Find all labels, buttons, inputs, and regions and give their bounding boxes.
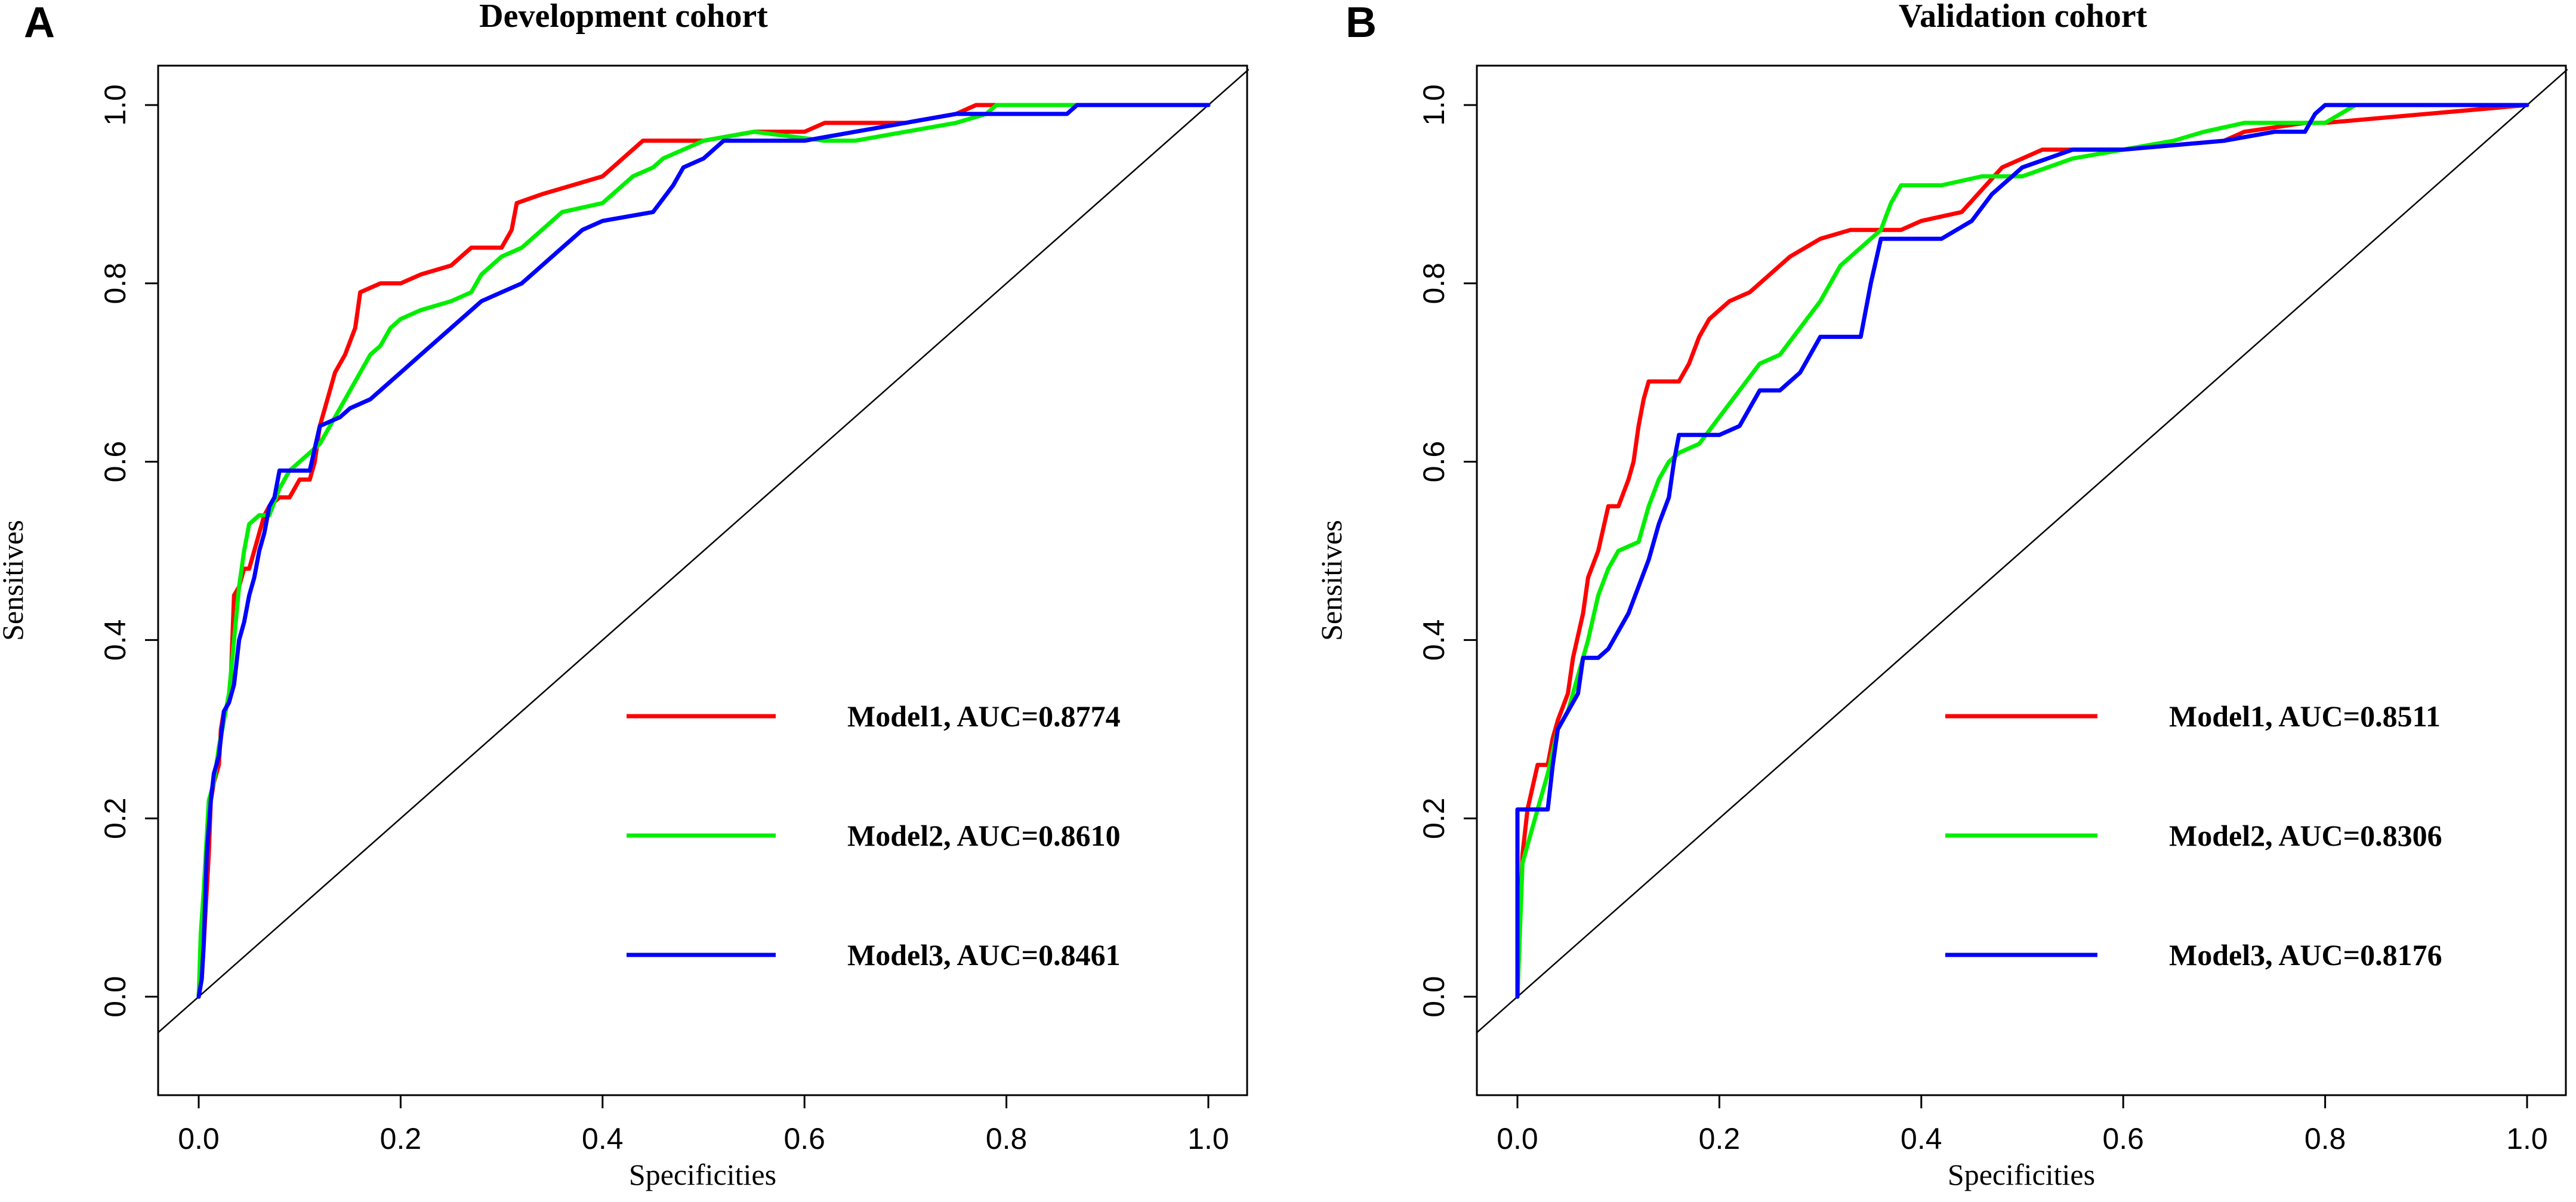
x-tick-label: 0.6	[2102, 1122, 2144, 1155]
x-tick-label: 0.0	[178, 1122, 220, 1155]
roc-curve-model2	[196, 103, 1211, 999]
roc-curve-model2	[1515, 103, 2529, 999]
y-tick-label: 0.8	[1417, 263, 1451, 304]
x-tick-label: 0.8	[2304, 1122, 2346, 1155]
chart-title: Development cohort	[479, 0, 768, 35]
legend-label-model2: Model2, AUC=0.8306	[2169, 819, 2442, 852]
x-tick-label: 0.8	[986, 1122, 1028, 1155]
plot-frame	[1476, 64, 2567, 1096]
x-tick-label: 1.0	[2506, 1122, 2548, 1155]
panel-letter: B	[1346, 0, 1377, 47]
y-tick-label: 0.6	[1417, 441, 1451, 483]
roc-curve-model3	[1515, 103, 2529, 999]
legend-label-model3: Model3, AUC=0.8176	[2169, 938, 2442, 972]
reference-diagonal-line	[1476, 69, 2568, 1033]
y-tick-label: 0.8	[98, 263, 132, 304]
reference-diagonal-line	[158, 69, 1250, 1033]
x-axis-label: Specificities	[1948, 1158, 2095, 1191]
panel-validation-cohort: B Validation cohort 0.0 0.2 0.4 0.6 0.8 1.0 0.0 0…	[1315, 0, 2568, 1191]
x-tick-label: 1.0	[1187, 1122, 1229, 1155]
legend-label-model1: Model1, AUC=0.8511	[2169, 699, 2441, 733]
plot-frame	[157, 64, 1248, 1096]
x-tick-label: 0.4	[1901, 1122, 1942, 1155]
legend-label-model1: Model1, AUC=0.8774	[847, 699, 1121, 733]
y-tick-label: 1.0	[1417, 84, 1451, 126]
y-tick-label: 0.4	[1417, 620, 1451, 661]
x-tick-label: 0.2	[1699, 1122, 1741, 1155]
y-axis-label: Sensitives	[1315, 520, 1348, 641]
panel-development-cohort: A Development cohort 0.0 0.2 0.4 0.6 0.8 1.0 0.0…	[0, 0, 1250, 1191]
x-tick-label: 0.0	[1497, 1122, 1538, 1155]
y-tick-label: 0.2	[1417, 797, 1451, 839]
y-tick-label: 1.0	[98, 84, 132, 126]
legend-label-model2: Model2, AUC=0.8610	[847, 819, 1121, 852]
y-tick-label: 0.4	[98, 620, 132, 661]
x-tick-label: 0.2	[380, 1122, 422, 1155]
y-tick-label: 0.6	[98, 441, 132, 483]
legend-label-model3: Model3, AUC=0.8461	[847, 938, 1121, 972]
chart-title: Validation cohort	[1899, 0, 2148, 35]
y-tick-label: 0.0	[1417, 976, 1451, 1018]
x-tick-label: 0.4	[582, 1122, 624, 1155]
x-axis-label: Specificities	[629, 1158, 776, 1191]
y-tick-label: 0.2	[98, 797, 132, 839]
roc-curve-model3	[196, 103, 1211, 999]
roc-curve-model1	[1515, 103, 2529, 999]
x-tick-label: 0.6	[783, 1122, 825, 1155]
y-tick-label: 0.0	[98, 976, 132, 1018]
y-axis-label: Sensitives	[0, 520, 29, 641]
panel-letter: A	[24, 0, 55, 47]
